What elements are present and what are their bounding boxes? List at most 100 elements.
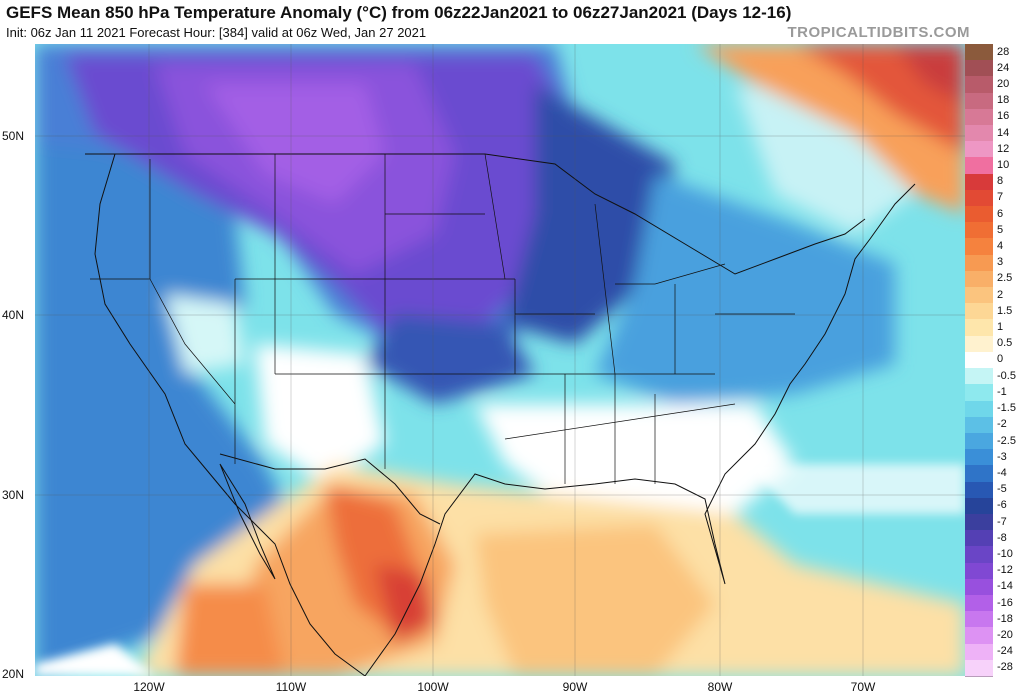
colorbar-step: -12 — [965, 562, 1024, 580]
colorbar-step: 4 — [965, 238, 1024, 256]
colorbar-label: -12 — [997, 564, 1013, 577]
colorbar-label: -3 — [997, 450, 1007, 463]
colorbar-swatch — [965, 562, 993, 580]
colorbar-step: -28 — [965, 659, 1024, 677]
colorbar-label: 7 — [997, 191, 1004, 204]
colorbar-step: -10 — [965, 546, 1024, 564]
colorbar-step: 6 — [965, 206, 1024, 224]
colorbar-label: -2 — [997, 418, 1007, 431]
colorbar-label: -1 — [997, 385, 1007, 398]
lat-label-20n: 20N — [2, 667, 25, 681]
colorbar-swatch — [965, 611, 993, 629]
lat-label-40n: 40N — [2, 308, 25, 322]
colorbar-step: 0.5 — [965, 335, 1024, 353]
colorbar-label: -7 — [997, 515, 1007, 528]
lon-label-110w: 110W — [275, 680, 307, 694]
colorbar-label: 16 — [997, 110, 1010, 123]
colorbar-label: -24 — [997, 645, 1013, 658]
colorbar-step: -1 — [965, 384, 1024, 402]
colorbar-step: -5 — [965, 481, 1024, 499]
colorbar-label: 6 — [997, 207, 1004, 220]
colorbar-step: -7 — [965, 513, 1024, 532]
colorbar-step: 7 — [965, 189, 1024, 208]
colorbar-swatch — [965, 594, 993, 613]
colorbar-step: 8 — [965, 173, 1024, 191]
colorbar-swatch — [965, 222, 993, 240]
colorbar-step: 16 — [965, 108, 1024, 127]
colorbar-step: 12 — [965, 141, 1024, 159]
colorbar-label: 24 — [997, 61, 1010, 74]
map-title: GEFS Mean 850 hPa Temperature Anomaly (°… — [6, 3, 792, 22]
baja-peninsula — [219, 463, 276, 580]
colorbar-step: 10 — [965, 157, 1024, 175]
colorbar-swatch — [965, 287, 993, 305]
colorbar-step: -2 — [965, 416, 1024, 434]
colorbar-label: -28 — [997, 661, 1013, 674]
lon-label-120w: 120W — [133, 680, 165, 694]
colorbar-label: 12 — [997, 142, 1010, 155]
colorbar-swatch — [965, 206, 993, 224]
colorbar-step: -0.5 — [965, 368, 1024, 386]
colorbar-step: 24 — [965, 60, 1024, 78]
colorbar-swatch — [965, 546, 993, 564]
colorbar-step: -20 — [965, 627, 1024, 645]
colorbar-swatch — [965, 44, 993, 62]
colorbar-legend: 28 24 20 18 16 14 12 10 8 7 6 5 4 3 2.5 2 1.5 1 0.5 0 -0.5 -1… — [965, 44, 1024, 677]
graticule — [35, 44, 965, 676]
colorbar-step: -3 — [965, 449, 1024, 467]
mexico-us-border — [219, 453, 441, 525]
colorbar-swatch — [965, 303, 993, 321]
lon-label-90w: 90W — [562, 680, 588, 694]
colorbar-step: 2 — [965, 287, 1024, 305]
colorbar-swatch — [965, 578, 993, 596]
colorbar-label: 14 — [997, 126, 1010, 139]
colorbar-label: 1.5 — [997, 304, 1013, 317]
colorbar-step: 18 — [965, 92, 1024, 110]
colorbar-label: 4 — [997, 240, 1004, 253]
canada-us-border — [85, 153, 866, 275]
colorbar-step: 14 — [965, 125, 1024, 143]
colorbar-step: -2.5 — [965, 432, 1024, 451]
colorbar-swatch — [965, 270, 993, 289]
colorbar-step: 5 — [965, 222, 1024, 240]
colorbar-swatch — [965, 497, 993, 515]
colorbar-label: -5 — [997, 483, 1007, 496]
colorbar-label: -0.5 — [997, 369, 1016, 382]
temperature-anomaly-map — [35, 44, 965, 676]
brand-watermark: TROPICALTIDBITS.COM — [787, 24, 970, 41]
lat-label-50n: 50N — [2, 129, 25, 143]
lat-label-30n: 30N — [2, 488, 25, 502]
colorbar-label: 5 — [997, 223, 1004, 236]
colorbar-swatch — [965, 432, 993, 451]
colorbar-swatch — [965, 627, 993, 645]
colorbar-label: -16 — [997, 596, 1013, 609]
colorbar-step: 0 — [965, 351, 1024, 370]
west-coastline — [94, 153, 366, 676]
colorbar-label: 2.5 — [997, 272, 1013, 285]
colorbar-swatch — [965, 173, 993, 191]
colorbar-swatch — [965, 108, 993, 127]
colorbar-swatch — [965, 157, 993, 175]
colorbar-swatch — [965, 319, 993, 337]
colorbar-step: 1 — [965, 319, 1024, 337]
colorbar-label: 0 — [997, 353, 1004, 366]
colorbar-label: 2 — [997, 288, 1004, 301]
colorbar-step: 3 — [965, 254, 1024, 272]
lon-label-80w: 80W — [707, 680, 733, 694]
colorbar-swatch — [965, 335, 993, 353]
colorbar-swatch — [965, 659, 993, 677]
lon-label-100w: 100W — [417, 680, 449, 694]
colorbar-swatch — [965, 465, 993, 483]
colorbar-swatch — [965, 189, 993, 208]
colorbar-step: -6 — [965, 497, 1024, 515]
colorbar-step: -24 — [965, 643, 1024, 661]
colorbar-swatch — [965, 449, 993, 467]
colorbar-label: 8 — [997, 175, 1004, 188]
colorbar-step: 20 — [965, 76, 1024, 94]
colorbar-label: -18 — [997, 612, 1013, 625]
colorbar-swatch — [965, 238, 993, 256]
colorbar-label: 18 — [997, 94, 1010, 107]
colorbar-label: 10 — [997, 159, 1010, 172]
colorbar-step: -1.5 — [965, 400, 1024, 418]
colorbar-label: -6 — [997, 499, 1007, 512]
